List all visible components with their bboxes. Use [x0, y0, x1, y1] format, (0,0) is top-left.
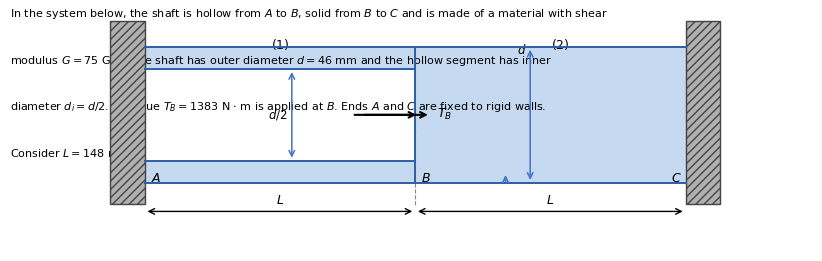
Text: $(1)$: $(1)$	[270, 37, 289, 51]
Bar	[145, 69, 415, 161]
Text: $d/2$: $d/2$	[268, 107, 288, 122]
Text: $A$: $A$	[151, 172, 162, 185]
Text: $(2)$: $(2)$	[551, 37, 570, 51]
Text: diameter $d_i = d/2$. A torque $T_B = 1383$ N $\cdot$ m is applied at $B$. Ends : diameter $d_i = d/2$. A torque $T_B = 13…	[10, 100, 547, 115]
Text: modulus $G = 75$ GPa. The shaft has outer diameter $d = 46$ mm and the hollow se: modulus $G = 75$ GPa. The shaft has oute…	[10, 54, 552, 68]
Text: Consider $L = 148$ mm.: Consider $L = 148$ mm.	[10, 147, 133, 159]
Text: In the system below, the shaft is hollow from $A$ to $B$, solid from $B$ to $C$ : In the system below, the shaft is hollow…	[10, 7, 607, 21]
Text: $L$: $L$	[276, 194, 284, 207]
Bar	[686, 21, 720, 204]
Text: $L$: $L$	[547, 194, 554, 207]
Text: $B$: $B$	[421, 172, 431, 185]
Bar	[415, 47, 686, 183]
Bar	[110, 21, 145, 204]
Text: $d$: $d$	[516, 43, 526, 57]
Text: $T_B$: $T_B$	[437, 107, 452, 122]
Bar	[145, 47, 415, 183]
Text: $C$: $C$	[671, 172, 681, 185]
